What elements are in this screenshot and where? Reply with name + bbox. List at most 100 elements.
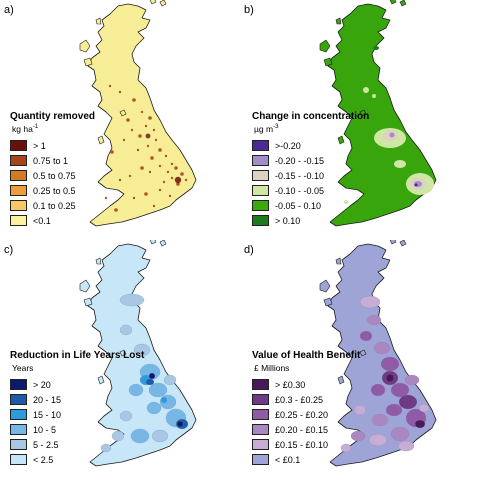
legend-label: 15 - 10 xyxy=(33,409,62,420)
removal-hotspot xyxy=(128,174,132,178)
removal-hotspot xyxy=(136,148,140,152)
legend-row: 0.25 to 0.5 xyxy=(10,183,95,198)
district-shading xyxy=(390,382,410,398)
legend-row: > 1 xyxy=(10,138,95,153)
great-britain-map xyxy=(79,0,197,227)
legend-row: 10 - 5 xyxy=(10,422,144,437)
district-shading xyxy=(404,374,420,386)
legend-swatch xyxy=(10,185,27,196)
district-shading xyxy=(414,419,426,429)
removal-hotspot xyxy=(104,196,108,200)
removal-hotspot xyxy=(158,164,162,168)
legend-row: -0.10 - -0.05 xyxy=(252,183,369,198)
removal-hotspot xyxy=(170,176,174,180)
map-removal-hotspots xyxy=(104,84,188,212)
legend-swatch xyxy=(10,454,27,465)
legend-label: > 1 xyxy=(33,140,46,151)
great-britain-map xyxy=(319,0,437,227)
removal-hotspot xyxy=(132,196,136,200)
legend-row: < 2.5 xyxy=(10,452,144,467)
island-outline xyxy=(335,17,342,25)
legend-swatch xyxy=(10,170,27,181)
legend-swatch xyxy=(10,409,27,420)
district-shading xyxy=(370,383,386,397)
concentration-zone xyxy=(372,94,376,98)
island-outline xyxy=(323,297,333,307)
legend-rows: > 20 20 - 15 15 - 10 10 - 5 5 - 2.5 < 2.5 xyxy=(10,377,144,467)
district-shading xyxy=(100,443,112,453)
island-outline xyxy=(399,240,407,247)
district-shading xyxy=(368,433,388,447)
legend-label: £0.25 - £0.20 xyxy=(275,409,329,420)
removal-hotspot xyxy=(174,166,178,170)
legend-swatch xyxy=(252,200,269,211)
island-outline xyxy=(97,135,105,145)
legend-title: Value of Health Benefit xyxy=(252,350,361,361)
island-outline xyxy=(97,375,105,385)
legend-swatch xyxy=(252,394,269,405)
removal-hotspot xyxy=(174,176,182,184)
removal-hotspot xyxy=(154,138,158,142)
removal-hotspot xyxy=(184,178,188,182)
removal-hotspot xyxy=(140,110,144,114)
removal-hotspot xyxy=(148,170,152,174)
island-outline xyxy=(95,17,102,25)
district-shading xyxy=(161,397,167,403)
concentration-zone xyxy=(394,160,406,168)
legend-title: Change in concentration xyxy=(252,111,370,122)
legend-title: Quantity removed xyxy=(10,111,96,122)
legend-row: < £0.1 xyxy=(252,452,360,467)
legend-label: 10 - 5 xyxy=(33,424,57,435)
removal-hotspot xyxy=(130,128,134,132)
concentration-zone xyxy=(373,46,379,50)
legend-label: <0.1 xyxy=(33,215,51,226)
panel-quantity-removed: a) Quantity removed kg ha-1 > 1 0.75 to 1… xyxy=(0,0,240,240)
district-shading xyxy=(359,295,381,309)
removal-hotspot xyxy=(126,118,130,122)
district-shading xyxy=(176,420,184,428)
legend-label: 0.5 to 0.75 xyxy=(33,170,76,181)
legend-label: £0.3 - £0.25 xyxy=(275,394,324,405)
removal-hotspot xyxy=(118,90,122,94)
removal-hotspot xyxy=(144,124,148,128)
removal-hotspot xyxy=(118,178,122,182)
legend-row: 0.1 to 0.25 xyxy=(10,198,95,213)
legend-row: 15 - 10 xyxy=(10,407,144,422)
map-legend: Reduction in Life Years Lost Years > 20 2… xyxy=(10,350,144,467)
panel-health-benefit: d) Value of Health Benefit £ Millions > … xyxy=(240,240,480,480)
removal-hotspot xyxy=(170,162,174,166)
district-shading xyxy=(385,373,395,383)
concentration-zone xyxy=(414,183,418,187)
removal-hotspot xyxy=(138,134,142,138)
island-outline xyxy=(149,240,157,245)
legend-label: £0.15 - £0.10 xyxy=(275,439,329,450)
legend-label: >-0.20 xyxy=(275,140,301,151)
map-district-shading xyxy=(340,295,430,453)
district-shading xyxy=(119,324,133,336)
legend-row: > 0.10 xyxy=(252,213,369,228)
island-outline xyxy=(337,375,345,385)
legend-row: <0.1 xyxy=(10,213,95,228)
legend-rows: > £0.30 £0.3 - £0.25 £0.25 - £0.20 £0.20 - … xyxy=(252,377,360,467)
island-outline xyxy=(359,109,367,117)
legend-row: 0.5 to 0.75 xyxy=(10,168,95,183)
island-outline xyxy=(119,109,127,117)
removal-hotspot xyxy=(114,208,118,212)
island-outline xyxy=(335,257,342,265)
legend-row: > 20 xyxy=(10,377,144,392)
district-shading xyxy=(418,403,430,413)
island-outline xyxy=(389,240,397,245)
removal-hotspot xyxy=(152,204,156,208)
legend-label: < £0.1 xyxy=(275,454,301,465)
legend-row: 5 - 2.5 xyxy=(10,437,144,452)
removal-hotspot xyxy=(146,144,150,148)
district-shading xyxy=(146,379,154,385)
district-shading xyxy=(371,413,389,427)
legend-label: 0.1 to 0.25 xyxy=(33,200,76,211)
legend-row: 0.75 to 1 xyxy=(10,153,95,168)
great-britain-outline xyxy=(327,3,437,227)
legend-swatch xyxy=(10,379,27,390)
legend-rows: > 1 0.75 to 1 0.5 to 0.75 0.25 to 0.5 0.1 to… xyxy=(10,138,95,228)
district-shading xyxy=(130,428,150,444)
map-legend: Value of Health Benefit £ Millions > £0.… xyxy=(252,350,360,467)
